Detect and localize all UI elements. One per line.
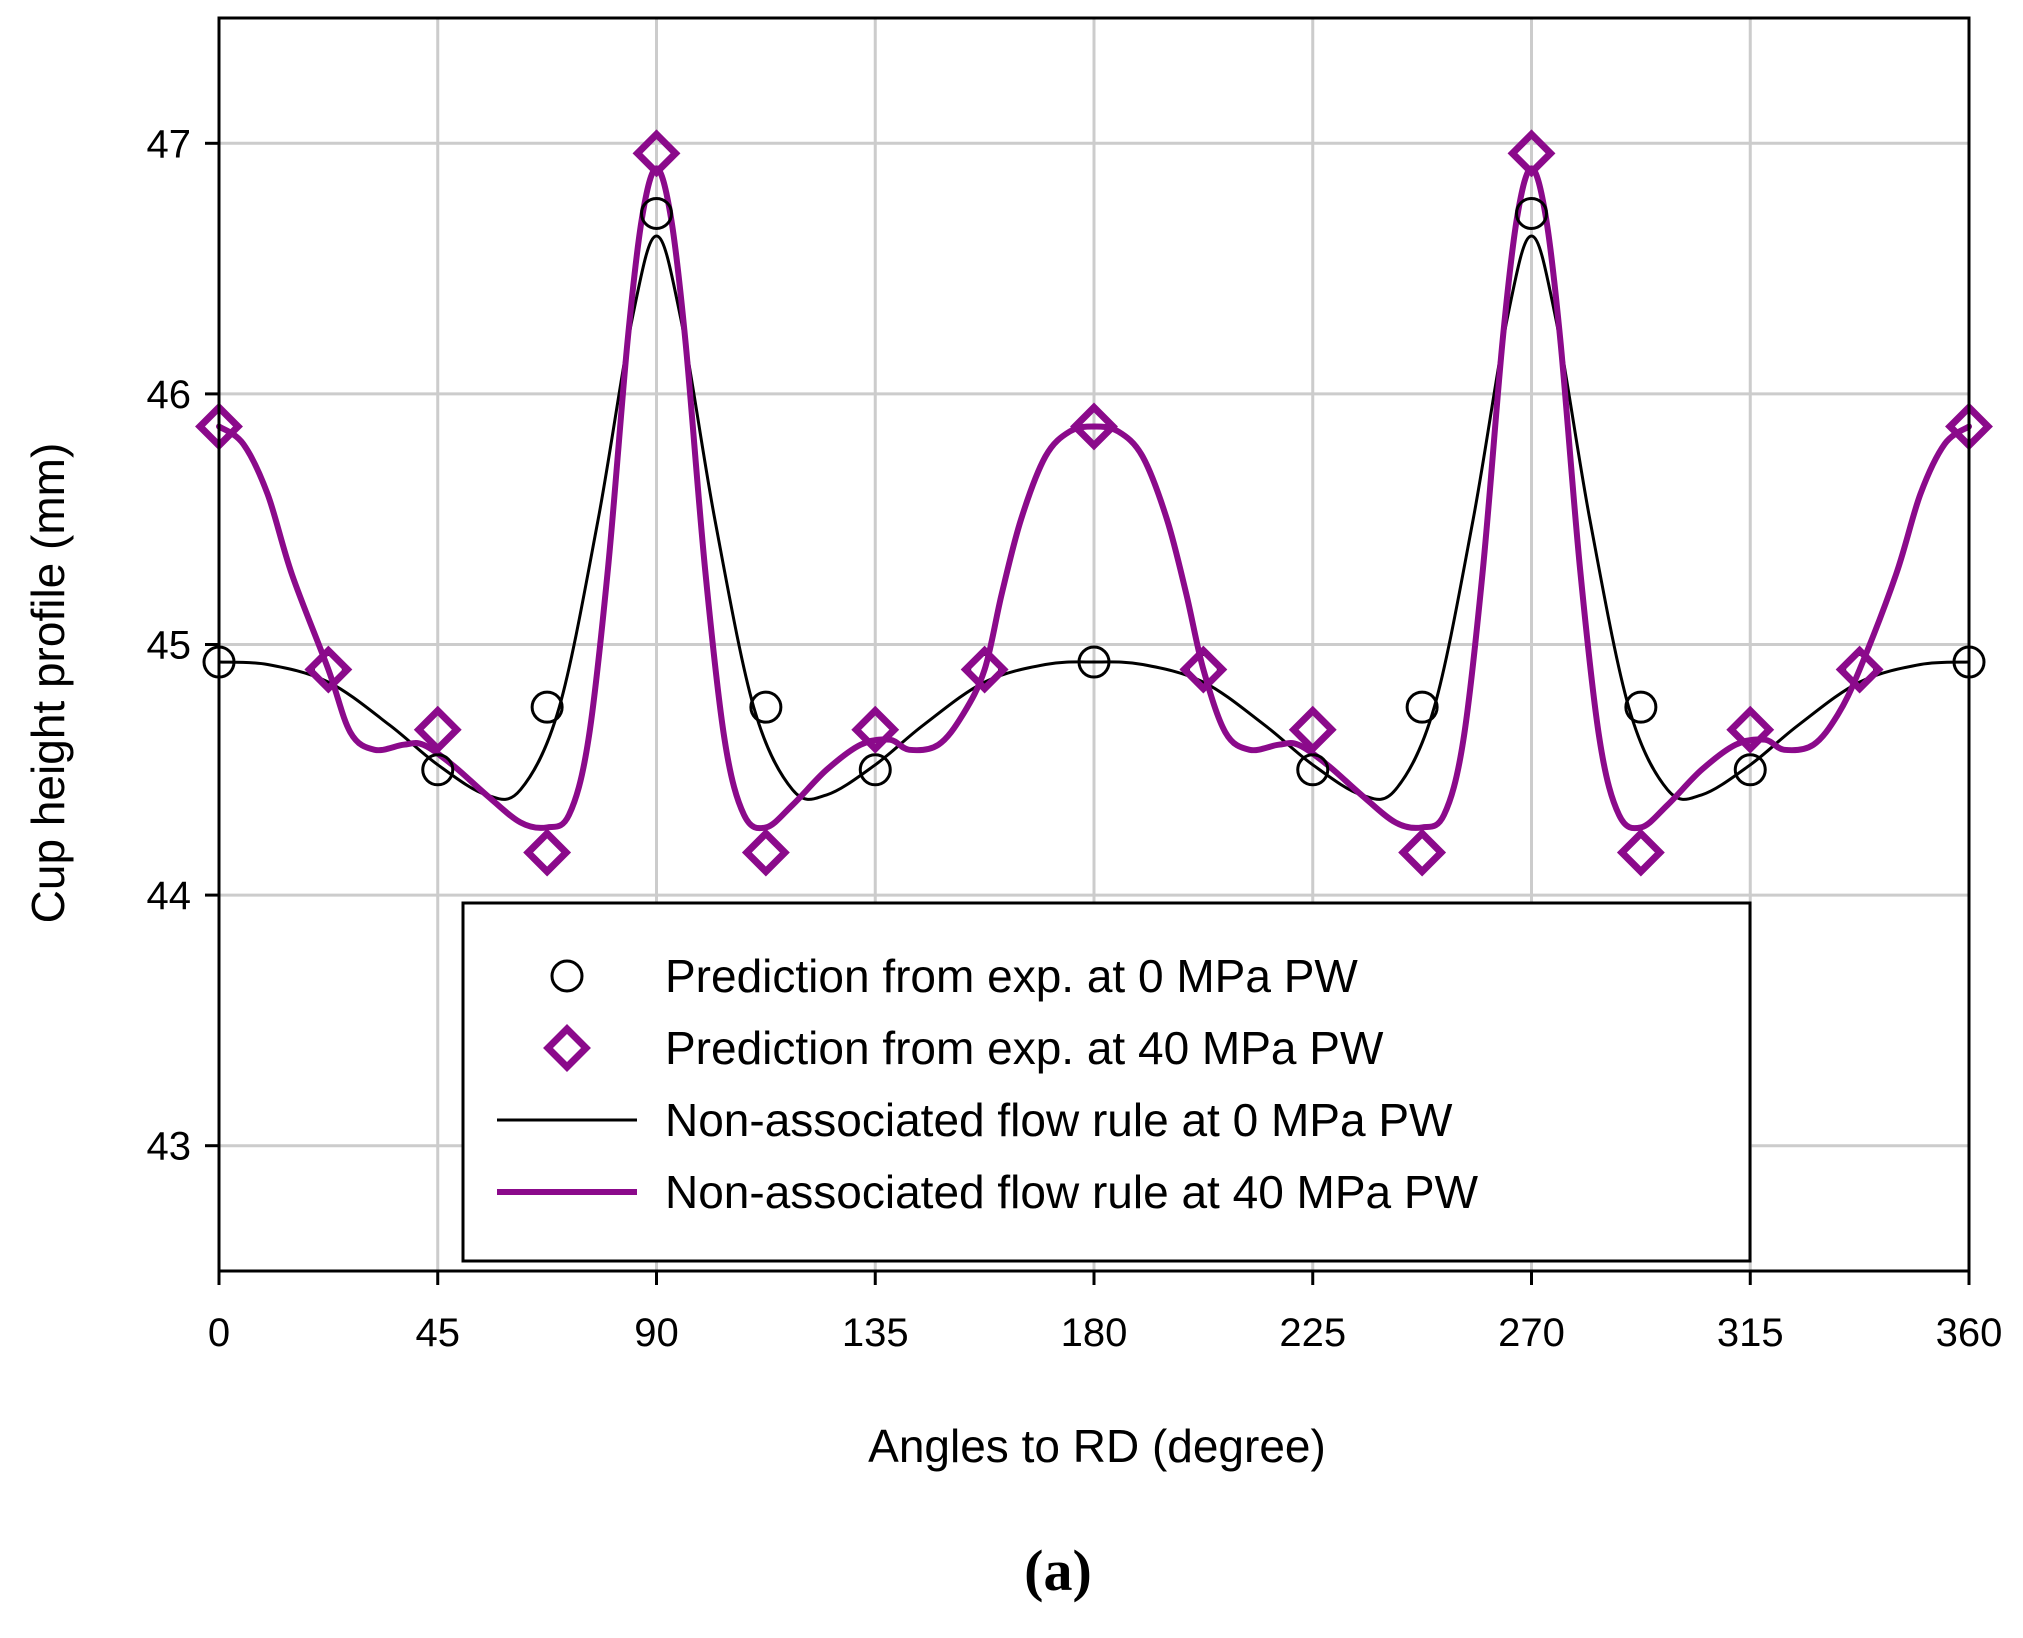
- legend-diamond-marker: [543, 1024, 591, 1072]
- x-tick-label: 45: [416, 1311, 461, 1355]
- diamond-marker: [304, 645, 353, 694]
- legend: Prediction from exp. at 0 MPa PW Predicti…: [461, 901, 1752, 1263]
- circle-marker: [640, 196, 673, 230]
- x-tick-label: 90: [634, 1311, 679, 1355]
- legend-label: Prediction from exp. at 40 MPa PW: [665, 1022, 1384, 1074]
- legend-entry: Prediction from exp. at 40 MPa PW: [543, 1022, 1384, 1074]
- x-tick-label: 180: [1061, 1311, 1128, 1355]
- x-tick-label: 225: [1279, 1311, 1346, 1355]
- circle-marker: [1296, 753, 1330, 787]
- legend-label: Prediction from exp. at 0 MPa PW: [665, 950, 1358, 1002]
- x-tick-label: 0: [208, 1311, 230, 1355]
- diamond-marker: [1070, 402, 1118, 451]
- grid: [217, 18, 1971, 1271]
- legend-box: [461, 901, 1752, 1263]
- diamond-marker: [1288, 705, 1337, 754]
- circle-marker: [1405, 690, 1439, 724]
- x-tick-label: 135: [842, 1311, 909, 1355]
- circle-marker: [1077, 645, 1111, 679]
- circle-marker: [1515, 196, 1548, 230]
- axis-ticks: 0 45 90 135 180 225 270 315 360 43 44 45 46 47: [147, 122, 2003, 1355]
- x-tick-label: 315: [1717, 1311, 1784, 1355]
- diamond-marker: [960, 645, 1009, 694]
- diamond-marker: [1616, 828, 1665, 877]
- circle-marker: [1624, 690, 1658, 724]
- diamond-marker: [1726, 705, 1775, 754]
- y-axis-title: Cup height profile (mm): [22, 443, 74, 924]
- legend-entry: Non-associated flow rule at 40 MPa PW: [497, 1166, 1479, 1218]
- circle-marker: [530, 690, 564, 724]
- y-tick-label: 45: [147, 624, 192, 668]
- diamond-marker: [851, 705, 900, 754]
- diamond-marker: [413, 705, 462, 754]
- y-tick-label: 44: [147, 874, 192, 918]
- y-tick-label: 46: [147, 373, 192, 417]
- diamond-marker: [1835, 645, 1884, 694]
- diamond-marker: [1507, 129, 1556, 178]
- x-tick-label: 270: [1498, 1311, 1565, 1355]
- legend-entry: Non-associated flow rule at 0 MPa PW: [497, 1094, 1453, 1146]
- diamond-marker: [741, 828, 790, 877]
- diamond-marker: [1398, 828, 1447, 877]
- diamond-marker: [1179, 645, 1228, 694]
- panel-label: (a): [1024, 1538, 1092, 1603]
- legend-entries: Prediction from exp. at 0 MPa PW Predicti…: [497, 950, 1479, 1218]
- legend-label: Non-associated flow rule at 0 MPa PW: [665, 1094, 1453, 1146]
- circle-marker: [421, 753, 455, 787]
- series-line-0mpa: [217, 234, 1971, 801]
- y-tick-label: 43: [147, 1125, 192, 1169]
- circle-marker: [749, 690, 783, 724]
- x-tick-label: 360: [1936, 1311, 2003, 1355]
- series-line-40mpa: [216, 165, 1972, 832]
- legend-label: Non-associated flow rule at 40 MPa PW: [665, 1166, 1479, 1218]
- legend-circle-marker: [550, 959, 584, 993]
- y-tick-label: 47: [147, 122, 192, 166]
- diamond-marker: [632, 129, 681, 178]
- circle-marker: [1733, 753, 1767, 787]
- series-markers-40mpa: [195, 129, 1993, 877]
- plot-series: [195, 129, 1993, 877]
- circle-marker: [858, 753, 892, 787]
- legend-entry: Prediction from exp. at 0 MPa PW: [550, 950, 1358, 1002]
- x-axis-title: Angles to RD (degree): [868, 1420, 1326, 1472]
- diamond-marker: [523, 828, 572, 877]
